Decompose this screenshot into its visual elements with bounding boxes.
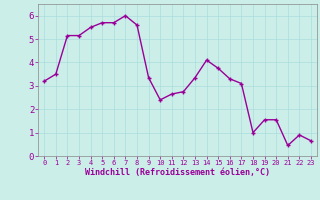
X-axis label: Windchill (Refroidissement éolien,°C): Windchill (Refroidissement éolien,°C) bbox=[85, 168, 270, 177]
